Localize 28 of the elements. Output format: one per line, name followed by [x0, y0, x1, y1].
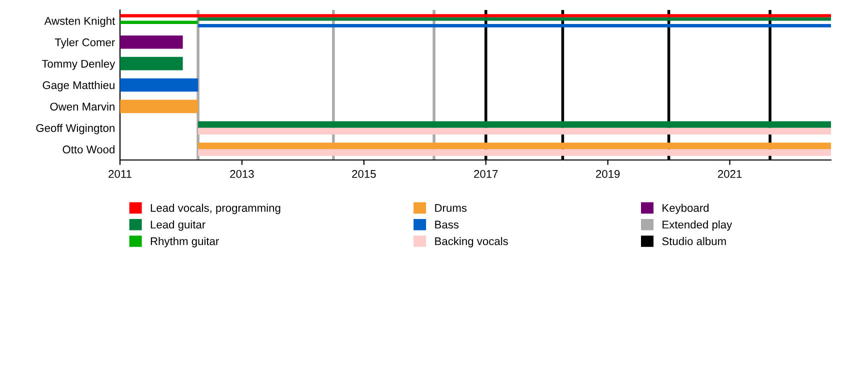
y-tick-label: Otto Wood — [62, 145, 114, 154]
bar — [198, 128, 831, 134]
legend-label: Lead vocals, programming — [150, 204, 280, 214]
x-tick-label: 2021 — [718, 170, 742, 178]
x-tick-label: 2017 — [474, 170, 498, 178]
x-tick-label: 2013 — [230, 170, 254, 178]
y-tick-label: Tyler Comer — [54, 38, 115, 48]
x-tick-label: 2015 — [352, 170, 376, 178]
y-tick-label: Gage Matthieu — [42, 80, 114, 92]
x-tick-label: 2011 — [108, 170, 132, 178]
y-tick-label: Owen Marvin — [50, 102, 114, 111]
legend-label: Lead guitar — [150, 220, 206, 231]
legend-label: Studio album — [662, 237, 726, 246]
bar — [198, 149, 831, 156]
legend-label: Extended play — [662, 220, 732, 231]
legend-label: Keyboard — [662, 204, 709, 214]
legend-label: Bass — [435, 220, 459, 229]
x-tick-label: 2019 — [596, 170, 620, 178]
bar — [198, 121, 831, 128]
bar — [120, 20, 198, 24]
y-tick-label: Awsten Knight — [44, 16, 116, 28]
legend-label: Rhythm guitar — [150, 237, 219, 248]
legend-label: Backing vocals — [435, 237, 508, 248]
legend-label: Drums — [435, 204, 467, 212]
bar — [120, 14, 831, 18]
bar — [120, 36, 183, 49]
y-tick-label: Geoff Wigington — [36, 124, 114, 134]
y-tick-label: Tommy Denley — [42, 60, 116, 70]
